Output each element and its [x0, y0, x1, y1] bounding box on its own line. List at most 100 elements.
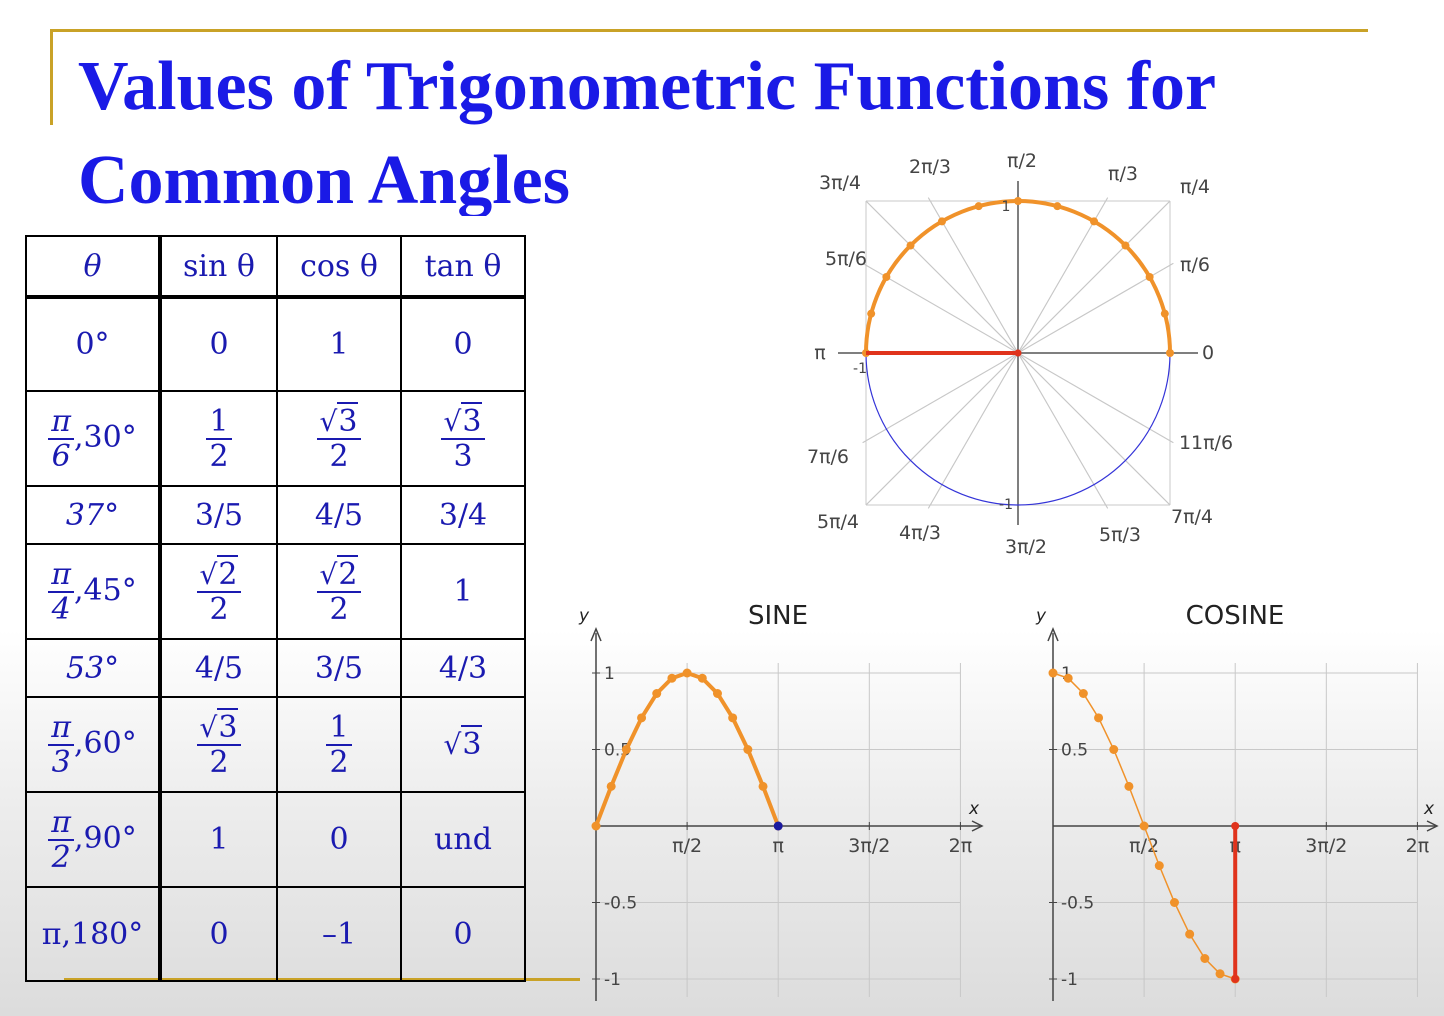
data-point	[1185, 929, 1195, 939]
angle-numerator: π	[48, 558, 74, 593]
tan-cell: 3/4	[400, 485, 526, 545]
data-point	[637, 713, 647, 723]
sin-denominator: 2	[209, 438, 229, 474]
arc-point	[1090, 217, 1098, 226]
angle-label: π	[814, 342, 825, 364]
x-tick-label: 3π/2	[1305, 835, 1347, 857]
angle-label: 11π/6	[1179, 432, 1233, 454]
y-tick-label: 0.5	[1061, 741, 1088, 761]
angle-degrees: ,30°	[74, 419, 137, 455]
data-point	[1215, 969, 1225, 979]
cos-denominator: 2	[329, 744, 349, 780]
tan-cell: √3 3	[400, 390, 526, 487]
y-tick-label: 1	[604, 664, 615, 684]
data-point	[652, 689, 662, 699]
angle-label: 2π/3	[909, 156, 951, 178]
data-point	[1048, 668, 1058, 678]
cos-denominator: 2	[329, 438, 349, 474]
cos-cell: 1	[276, 296, 402, 392]
angle-cell: 0°	[25, 296, 162, 392]
axis-tick-label: 1	[1002, 199, 1011, 215]
y-tick-label: 1	[1061, 664, 1072, 684]
data-point	[743, 745, 753, 754]
angle-label: 5π/4	[817, 511, 859, 533]
data-point	[728, 713, 738, 723]
arc-point	[1160, 309, 1169, 318]
sin-radicand: 2	[217, 554, 239, 592]
angle-numerator: π	[48, 711, 74, 746]
table-row: π 2,90° 1 0 und	[25, 791, 526, 888]
cos-cell: 4/5	[276, 485, 402, 545]
arc-point	[906, 241, 915, 250]
arc-point	[974, 202, 983, 211]
y-axis-label: y	[578, 606, 590, 626]
chart-title: COSINE	[1186, 601, 1285, 631]
data-point	[1169, 898, 1179, 907]
angle-cell: 37°	[25, 485, 162, 545]
angle-cell: π,180°	[25, 886, 162, 982]
angle-label: π/4	[1180, 176, 1210, 198]
y-tick-label: -0.5	[1061, 894, 1094, 914]
data-point	[758, 781, 768, 791]
end-point	[773, 821, 783, 831]
angle-label: 7π/6	[807, 446, 849, 468]
cos-numerator: 1	[326, 711, 352, 746]
tan-cell: 1	[400, 543, 526, 640]
unit-circle-labels: 0 π/6 π/4 π/3 π/2 2π/3 3π/4 5π/6 π 7π/6 5π/4 4π/3 3π…	[807, 150, 1233, 558]
y-tick-label: -1	[604, 970, 621, 990]
data-point	[697, 673, 707, 683]
angle-cell: 53°	[25, 638, 162, 698]
sin-radicand: 3	[217, 707, 239, 745]
data-point	[1063, 673, 1073, 683]
angle-numerator: π	[48, 806, 74, 841]
sin-cell: √3 2	[159, 696, 278, 793]
data-point	[667, 673, 677, 683]
data-point	[1124, 781, 1134, 791]
arc-point	[1014, 197, 1022, 205]
title-rule-left	[50, 29, 53, 125]
data-point	[1200, 953, 1210, 963]
cos-radicand: 3	[337, 401, 359, 439]
angle-label: 5π/6	[825, 248, 867, 270]
data-point	[606, 781, 616, 791]
angle-degrees: ,45°	[74, 572, 137, 608]
angle-label: 3π/2	[1005, 536, 1047, 558]
tan-cell: 0	[400, 296, 526, 392]
cos-cell: 0	[276, 791, 402, 888]
angle-cell: π 3,60°	[25, 696, 162, 793]
cos-cell: 3/5	[276, 638, 402, 698]
y-axis-label: y	[1035, 606, 1047, 626]
cos-cell: √3 2	[276, 390, 402, 487]
x-axis-label: x	[968, 799, 980, 819]
cos-denominator: 2	[329, 591, 349, 627]
data-point	[1139, 821, 1149, 831]
x-tick-label: 2π	[949, 835, 973, 857]
sin-denominator: 2	[209, 591, 229, 627]
cos-cell: –1	[276, 886, 402, 982]
data-point	[621, 745, 631, 754]
y-tick-label: -1	[1061, 970, 1078, 990]
angle-cell: π 6,30°	[25, 390, 162, 487]
axis-tick-label: -1	[999, 497, 1013, 513]
x-tick-label: π/2	[1129, 835, 1159, 857]
table-row: 0° 0 1 0	[25, 296, 526, 392]
sin-cell: √2 2	[159, 543, 278, 640]
angle-label: 3π/4	[819, 172, 861, 194]
arc-point	[1121, 241, 1130, 250]
header-sin: sin θ	[159, 235, 278, 299]
angle-label: π/6	[1180, 254, 1210, 276]
x-tick-label: 3π/2	[848, 835, 890, 857]
marker-point	[1231, 822, 1240, 830]
x-axis-arrow	[971, 820, 984, 832]
angle-label: π/3	[1108, 163, 1138, 185]
arc-point	[882, 273, 891, 281]
y-tick-label: -0.5	[604, 894, 637, 914]
header-theta: θ	[25, 235, 162, 299]
table-row: π 4,45° √2 2 √2 2 1	[25, 543, 526, 640]
cos-radicand: 2	[337, 554, 359, 592]
